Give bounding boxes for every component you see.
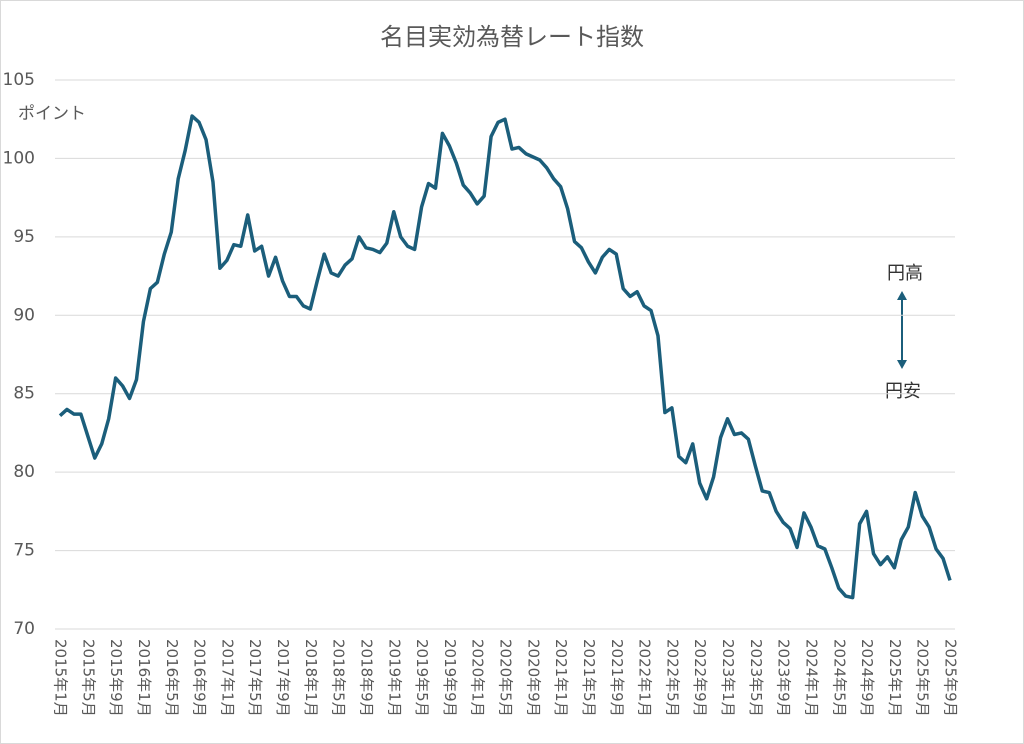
y-tick-label: 70 [13, 619, 35, 639]
x-tick-label: 2023年1月 [719, 639, 737, 717]
y-tick-label: 100 [3, 148, 35, 168]
y-tick-label: 90 [13, 305, 35, 325]
x-tick-label: 2020年5月 [497, 639, 515, 717]
y-tick-label: 75 [13, 541, 35, 561]
y-tick-label: 85 [13, 384, 35, 404]
x-tick-label: 2015年5月 [79, 639, 97, 717]
x-tick-label: 2025年1月 [886, 639, 904, 717]
x-tick-label: 2024年9月 [858, 639, 876, 717]
x-tick-label: 2020年1月 [469, 639, 487, 717]
x-tick-label: 2016年5月 [163, 639, 181, 717]
y-axis-unit: ポイント [18, 104, 86, 124]
y-tick-label: 80 [13, 462, 35, 482]
x-tick-label: 2024年1月 [802, 639, 820, 717]
x-tick-label: 2022年5月 [663, 639, 681, 717]
x-tick-label: 2019年9月 [441, 639, 459, 717]
x-tick-label: 2019年5月 [413, 639, 431, 717]
x-tick-label: 2023年9月 [775, 639, 793, 717]
x-tick-label: 2018年1月 [302, 639, 320, 717]
x-tick-label: 2017年9月 [274, 639, 292, 717]
x-tick-label: 2022年9月 [691, 639, 709, 717]
chart-title: 名目実効為替レート指数 [380, 23, 644, 51]
x-tick-label: 2018年5月 [330, 639, 348, 717]
x-tick-label: 2018年9月 [357, 639, 375, 717]
x-tick-label: 2024年5月 [830, 639, 848, 717]
x-tick-label: 2021年5月 [580, 639, 598, 717]
x-tick-label: 2019年1月 [385, 639, 403, 717]
y-tick-label: 105 [3, 70, 35, 90]
x-tick-label: 2017年5月 [246, 639, 264, 717]
y-tick-label: 95 [13, 227, 35, 247]
annotation: 円高 [887, 263, 923, 284]
x-tick-label: 2016年9月 [191, 639, 209, 717]
x-tick-label: 2016年1月 [135, 639, 153, 717]
x-tick-label: 2022年1月 [636, 639, 654, 717]
x-tick-label: 2023年5月 [747, 639, 765, 717]
x-tick-label: 2025年5月 [914, 639, 932, 717]
data-line [58, 114, 952, 600]
x-tick-label: 2015年9月 [107, 639, 125, 717]
x-tick-label: 2015年1月 [52, 639, 70, 717]
x-tick-label: 2021年9月 [608, 639, 626, 717]
x-tick-label: 2025年9月 [942, 639, 960, 717]
annotation: 円安 [885, 381, 921, 402]
arrow [897, 291, 907, 369]
x-tick-label: 2021年1月 [552, 639, 570, 717]
x-tick-label: 2017年1月 [218, 639, 236, 717]
x-tick-label: 2020年9月 [524, 639, 542, 717]
